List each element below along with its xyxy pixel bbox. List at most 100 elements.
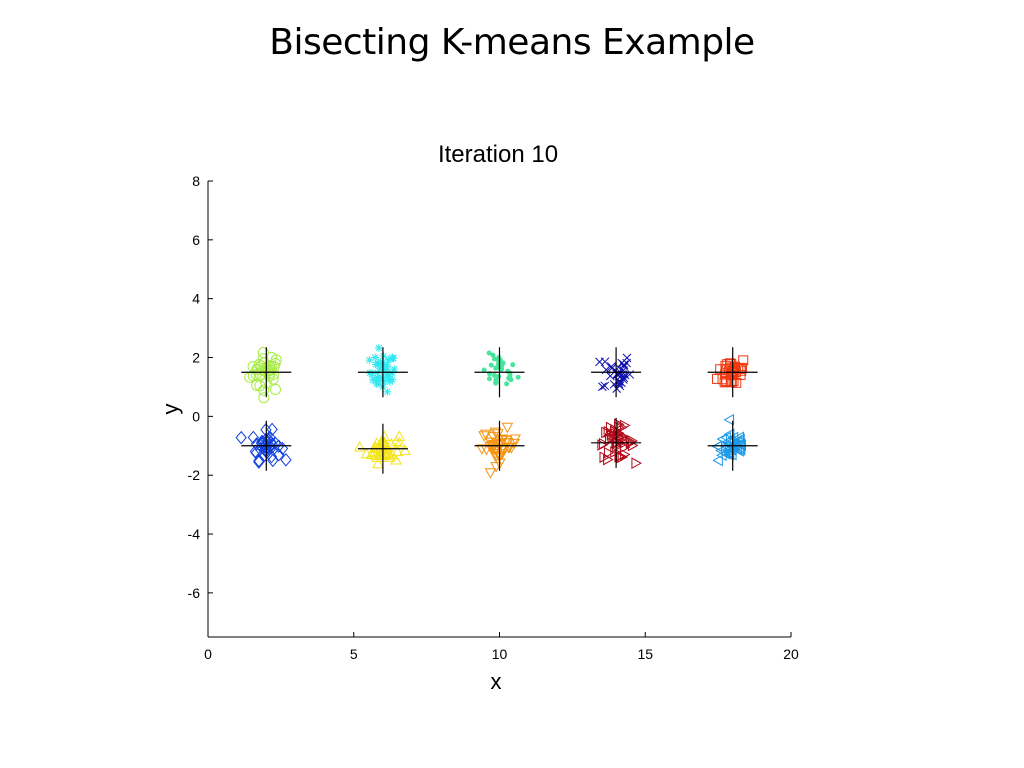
data-point (491, 372, 497, 378)
data-point (490, 462, 502, 473)
data-point (726, 444, 737, 456)
data-point (484, 468, 497, 479)
y-tick-label: -4 (188, 526, 201, 542)
data-point (379, 352, 388, 361)
data-point (247, 361, 259, 373)
slide-title: Bisecting K-means Example (269, 22, 755, 63)
data-point (738, 355, 749, 366)
data-point (235, 430, 247, 445)
data-point (259, 439, 271, 453)
data-point (385, 437, 398, 449)
x-tick-label: 0 (204, 646, 212, 662)
data-point (500, 360, 506, 366)
data-point (384, 355, 393, 364)
centroid-marker (707, 420, 758, 471)
data-point (247, 430, 259, 445)
data-point (493, 365, 499, 371)
data-point (383, 448, 396, 459)
data-point (490, 444, 502, 455)
data-point (380, 362, 389, 371)
data-point (486, 350, 492, 356)
centroid-marker (241, 420, 292, 471)
data-point (370, 449, 382, 460)
data-point (617, 429, 628, 442)
data-point (715, 444, 726, 457)
data-point (734, 444, 746, 456)
x-tick-label: 15 (637, 646, 653, 662)
data-point (712, 373, 723, 384)
data-point (501, 422, 514, 434)
data-point (375, 374, 384, 383)
data-point (719, 447, 731, 460)
data-point (610, 424, 622, 436)
data-point (619, 373, 629, 383)
data-point (715, 364, 726, 375)
data-point (499, 366, 505, 372)
data-point (393, 436, 406, 448)
y-tick-label: 4 (192, 291, 200, 307)
chart-title: Iteration 10 (438, 141, 558, 168)
data-point (617, 421, 628, 434)
data-point (712, 454, 723, 467)
data-point (269, 436, 281, 450)
data-point (711, 440, 723, 453)
centroid-marker (591, 417, 642, 468)
centroid-marker (357, 423, 408, 474)
data-point (386, 377, 395, 386)
data-point (253, 358, 265, 370)
data-point (493, 379, 499, 385)
data-point (265, 449, 278, 464)
data-point (616, 451, 627, 464)
data-point (720, 431, 731, 444)
data-point (617, 358, 627, 368)
data-point (631, 457, 642, 470)
centroid-marker (357, 347, 408, 398)
data-point (257, 347, 269, 359)
data-point (249, 444, 262, 459)
data-point (276, 441, 289, 456)
data-point (600, 381, 610, 391)
data-point (598, 382, 607, 392)
data-point (488, 362, 494, 368)
data-point (480, 429, 492, 441)
data-point (253, 453, 265, 468)
data-point (599, 451, 611, 464)
data-points (235, 343, 749, 479)
y-ticks: -6 -4 -2 0 2 4 6 8 (188, 173, 213, 601)
data-point (494, 451, 507, 462)
x-tick-label: 10 (492, 646, 508, 662)
y-tick-label: -2 (188, 467, 201, 483)
centroids (241, 347, 758, 474)
data-point (734, 438, 746, 451)
data-point (272, 439, 285, 453)
data-point (256, 434, 268, 449)
y-tick-label: -6 (188, 585, 201, 601)
data-point (510, 362, 516, 368)
data-point (393, 430, 406, 441)
data-point (492, 429, 504, 440)
data-point (508, 377, 514, 383)
data-point (717, 374, 728, 385)
data-point (476, 444, 488, 455)
data-point (390, 435, 403, 447)
data-point (615, 376, 624, 386)
data-point (273, 447, 285, 462)
centroid-marker (474, 347, 525, 398)
data-point (486, 376, 492, 382)
data-point (247, 370, 259, 382)
x-ticks: 0 5 10 15 20 (204, 632, 799, 662)
x-tick-label: 5 (350, 646, 358, 662)
y-tick-label: 6 (192, 232, 200, 248)
data-point (365, 356, 374, 365)
data-point (372, 457, 384, 469)
data-point (735, 369, 746, 380)
data-point (378, 430, 391, 441)
data-point (605, 432, 616, 445)
data-point (603, 425, 615, 438)
data-point (373, 368, 382, 377)
data-point (374, 343, 383, 352)
y-tick-label: 8 (192, 173, 200, 189)
data-point (505, 443, 518, 454)
data-point (258, 392, 270, 404)
centroid-marker (707, 347, 758, 398)
